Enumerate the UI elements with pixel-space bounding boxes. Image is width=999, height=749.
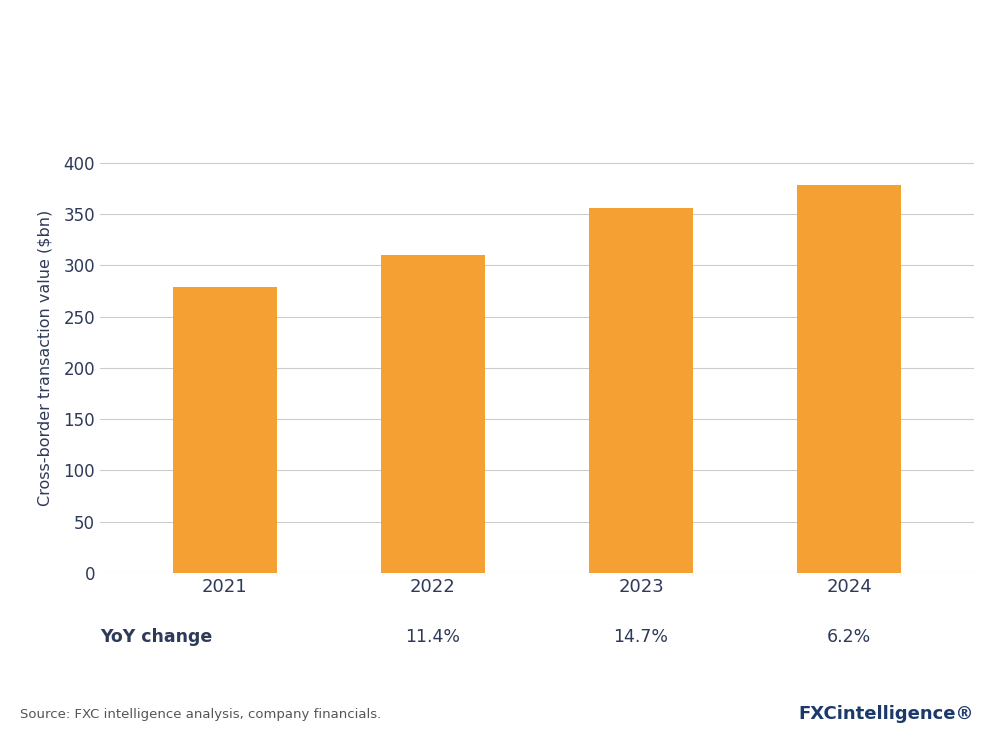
Bar [381,255,485,573]
Text: FXCintelligence®: FXCintelligence® [799,706,974,724]
Bar [173,287,277,573]
Text: Citi cross-border transactions see modest growth in FY 2024: Citi cross-border transactions see modes… [15,24,919,50]
Text: Source: FXC intelligence analysis, company financials.: Source: FXC intelligence analysis, compa… [20,708,381,721]
Bar [589,208,693,573]
Text: Citi Services full-year cross-border transaction value, 2021-2024: Citi Services full-year cross-border tra… [15,84,578,102]
Text: 11.4%: 11.4% [406,628,461,646]
Text: 6.2%: 6.2% [827,628,871,646]
Y-axis label: Cross-border transaction value ($bn): Cross-border transaction value ($bn) [37,210,52,506]
Text: YoY change: YoY change [100,628,212,646]
Bar [797,186,901,573]
Text: 14.7%: 14.7% [613,628,668,646]
